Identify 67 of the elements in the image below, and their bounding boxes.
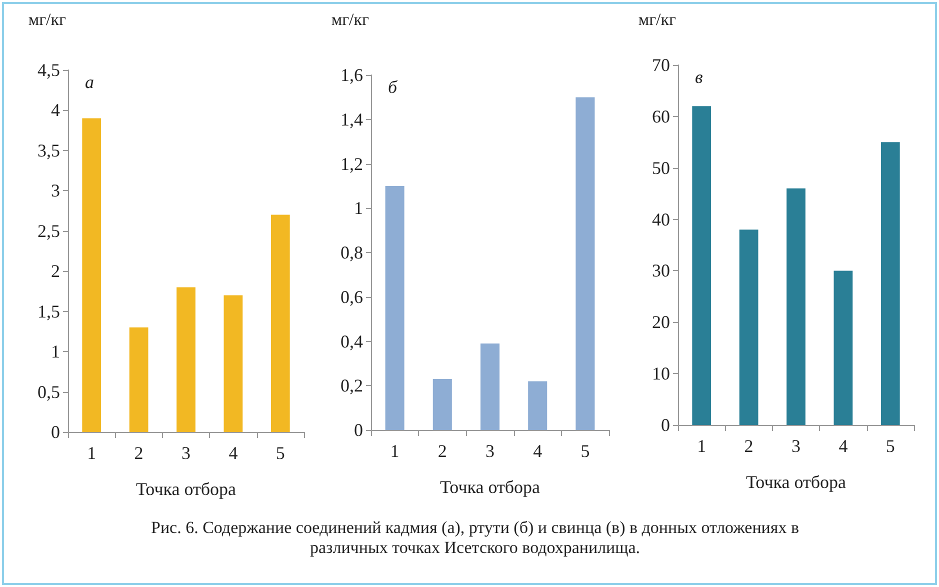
x-tick-label: 1: [87, 443, 96, 463]
y-tick-label: 0: [354, 420, 363, 440]
x-tick-label: 3: [792, 436, 800, 456]
y-tick-label: 60: [652, 106, 670, 126]
y-tick-label: 0,4: [340, 331, 363, 352]
y-tick-label: 1,2: [340, 154, 363, 174]
y-tick-label: 3: [51, 180, 60, 201]
x-tick-label: 2: [744, 436, 754, 456]
bar: [480, 343, 500, 430]
y-tick-label: 0,8: [340, 242, 363, 262]
x-tick-label: 2: [134, 443, 144, 463]
y-tick-label: 2,5: [38, 220, 60, 241]
x-axis-title: Точка отбора: [440, 477, 540, 497]
bar: [692, 106, 712, 425]
y-tick-label: 0,6: [340, 286, 363, 307]
x-tick-label: 5: [886, 436, 895, 456]
x-tick-label: 3: [182, 443, 190, 463]
y-axis-title: мг/кг: [28, 10, 66, 29]
y-tick-label: 0,5: [38, 382, 60, 402]
bar: [739, 230, 758, 425]
y-axis-title: мг/кг: [638, 10, 676, 29]
y-tick-label: 2: [51, 261, 60, 282]
bar: [224, 295, 243, 432]
x-axis-title: Точка отбора: [746, 472, 846, 492]
y-tick-label: 3,5: [38, 140, 60, 160]
y-tick-label: 30: [652, 260, 670, 281]
x-tick-label: 5: [580, 441, 590, 461]
bar: [82, 118, 102, 432]
bar: [528, 381, 548, 430]
y-tick-label: 4: [51, 100, 60, 120]
x-tick-label: 1: [697, 436, 706, 456]
bar: [576, 97, 595, 430]
bar: [176, 287, 196, 432]
y-tick-label: 70: [652, 55, 670, 75]
y-tick-label: 0: [51, 422, 60, 442]
y-tick-label: 1: [354, 198, 363, 218]
y-tick-label: 10: [652, 364, 670, 384]
y-tick-label: 1,6: [340, 65, 363, 85]
x-tick-label: 4: [838, 436, 848, 456]
bar: [129, 327, 148, 432]
x-tick-label: 4: [228, 443, 238, 463]
y-tick-label: 0,2: [340, 376, 363, 396]
y-tick-label: 20: [652, 312, 670, 332]
x-tick-label: 4: [533, 441, 542, 461]
x-tick-label: 1: [390, 441, 400, 461]
y-tick-label: 1,4: [340, 109, 363, 130]
bar: [270, 214, 290, 432]
chart-title: б: [388, 77, 398, 97]
chart-title: в: [695, 67, 703, 87]
bar: [432, 378, 452, 430]
text: Рис. 6. Содержание соединений кадмия (а), ртути (б) и свинца (в) в донных отложениях в различных точках Исетского водохранилища.: [150, 518, 800, 558]
y-tick-label: 0: [661, 415, 670, 435]
x-axis-title: Точка отбора: [136, 479, 236, 499]
y-tick-label: 1,5: [38, 301, 60, 322]
bar: [880, 142, 900, 425]
y-tick-label: 40: [652, 209, 670, 230]
y-axis-title: мг/кг: [331, 10, 370, 29]
y-tick-label: 1: [51, 342, 60, 362]
x-tick-label: 3: [486, 441, 494, 461]
chart-title: а: [85, 72, 94, 92]
y-tick-label: 50: [652, 158, 670, 178]
x-tick-label: 2: [438, 441, 447, 461]
bar: [834, 270, 853, 425]
y-tick-label: 4,5: [38, 60, 60, 80]
x-tick-label: 5: [276, 443, 285, 463]
bar: [786, 188, 806, 425]
bar: [385, 186, 404, 430]
